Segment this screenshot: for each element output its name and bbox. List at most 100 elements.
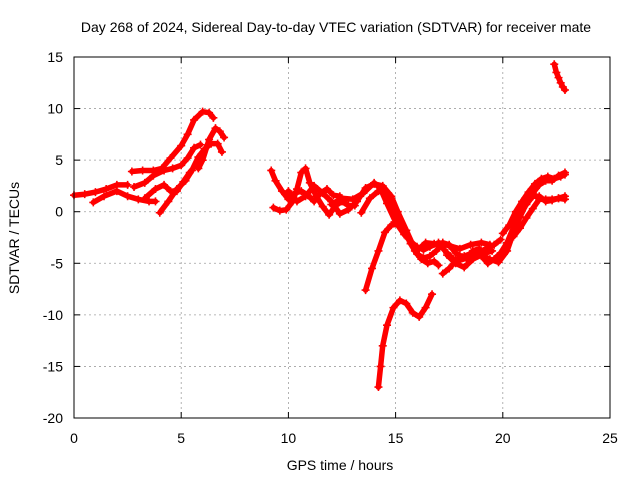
- data-point: [468, 255, 477, 264]
- x-tick-label: 25: [602, 430, 618, 446]
- data-point: [160, 166, 169, 175]
- data-point: [376, 362, 385, 371]
- data-point: [112, 187, 121, 196]
- data-point: [537, 174, 546, 183]
- data-point: [413, 250, 422, 259]
- data-point: [130, 182, 139, 191]
- data-point: [177, 141, 186, 150]
- data-point: [509, 232, 518, 241]
- data-point: [172, 185, 181, 194]
- series-track-04: [130, 140, 205, 191]
- data-point: [556, 172, 565, 181]
- data-point: [140, 178, 149, 187]
- data-point: [550, 60, 559, 69]
- data-point: [151, 197, 160, 206]
- data-point: [383, 321, 392, 330]
- data-point: [312, 192, 321, 201]
- axis-ticks: 0 5 10 15 20 25 15 10 5 0 -5 -10 -15 -20: [43, 49, 618, 446]
- data-point: [160, 180, 169, 189]
- x-tick-label: 20: [495, 430, 511, 446]
- data-point: [269, 203, 278, 212]
- data-point: [168, 164, 177, 173]
- data-point: [548, 195, 557, 204]
- data-point: [543, 172, 552, 181]
- data-point: [181, 176, 190, 185]
- data-point: [423, 259, 432, 268]
- data-point: [205, 135, 214, 144]
- data-point: [305, 178, 314, 187]
- data-point: [213, 139, 222, 148]
- data-point: [400, 225, 409, 234]
- data-point: [560, 170, 569, 179]
- y-tick-label: -10: [43, 307, 63, 323]
- data-point: [123, 180, 132, 189]
- data-point: [389, 303, 398, 312]
- data-point: [325, 210, 334, 219]
- y-tick-label: -5: [51, 255, 64, 271]
- data-point: [205, 108, 214, 117]
- data-point: [460, 263, 469, 272]
- data-point: [503, 246, 512, 255]
- data-point: [140, 194, 149, 203]
- data-point: [466, 240, 475, 249]
- data-point: [556, 78, 565, 87]
- data-point: [138, 166, 147, 175]
- data-point: [190, 143, 199, 152]
- data-point: [432, 246, 441, 255]
- data-point: [496, 235, 505, 244]
- data-point: [89, 198, 98, 207]
- data-point: [292, 197, 301, 206]
- data-point: [451, 259, 460, 268]
- data-point: [395, 296, 404, 305]
- data-point: [443, 251, 452, 260]
- data-point: [554, 73, 563, 82]
- data-point: [552, 68, 561, 77]
- data-point: [187, 166, 196, 175]
- data-point: [318, 202, 327, 211]
- data-point: [284, 187, 293, 196]
- y-tick-label: 0: [55, 204, 63, 220]
- data-point: [322, 185, 331, 194]
- data-point: [297, 168, 306, 177]
- data-point: [194, 164, 203, 173]
- data-point: [329, 191, 338, 200]
- data-point: [560, 195, 569, 204]
- data-point: [524, 188, 533, 197]
- x-axis-label: GPS time / hours: [287, 457, 394, 473]
- x-tick-label: 15: [388, 430, 404, 446]
- series-track-17: [498, 170, 569, 238]
- data-point: [183, 154, 192, 163]
- data-point: [419, 254, 428, 263]
- data-point: [434, 261, 443, 270]
- data-point: [318, 189, 327, 198]
- data-point: [455, 244, 464, 253]
- data-point: [217, 147, 226, 156]
- y-axis-label: SDTVAR / TECUs: [6, 182, 22, 294]
- data-point: [361, 286, 370, 295]
- series-line: [268, 167, 343, 205]
- data-point: [102, 185, 111, 194]
- data-point: [445, 240, 454, 249]
- data-point: [438, 269, 447, 278]
- data-point: [196, 140, 205, 149]
- data-point: [402, 299, 411, 308]
- data-point: [374, 383, 383, 392]
- data-point: [183, 130, 192, 139]
- data-point: [550, 174, 559, 183]
- y-tick-label: 10: [47, 101, 63, 117]
- data-point: [530, 179, 539, 188]
- data-point: [421, 303, 430, 312]
- data-point: [271, 176, 280, 185]
- y-tick-label: 5: [55, 152, 63, 168]
- data-point: [301, 192, 310, 201]
- data-point: [515, 212, 524, 221]
- data-point: [438, 238, 447, 247]
- data-point: [481, 244, 490, 253]
- data-point: [477, 238, 486, 247]
- data-point: [374, 246, 383, 255]
- data-point: [490, 240, 499, 249]
- data-point: [380, 228, 389, 237]
- data-point: [100, 192, 109, 201]
- data-point: [485, 255, 494, 264]
